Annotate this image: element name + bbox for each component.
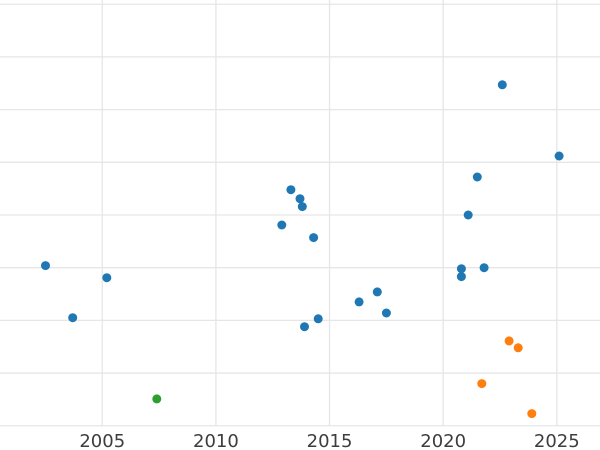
blue-series-point bbox=[286, 185, 296, 195]
x-tick-label: 2015 bbox=[307, 431, 353, 450]
blue-series-point bbox=[372, 287, 382, 297]
blue-series-point bbox=[456, 264, 466, 274]
orange-series-point bbox=[504, 336, 514, 346]
x-tick-label: 2010 bbox=[193, 431, 239, 450]
blue-series-point bbox=[381, 308, 391, 318]
blue-series-point bbox=[309, 233, 319, 243]
x-tick-label: 2025 bbox=[534, 431, 580, 450]
vertical-gridlines bbox=[101, 0, 558, 426]
orange-series-point bbox=[477, 379, 487, 389]
blue-series-point bbox=[300, 322, 309, 332]
blue-series-point bbox=[497, 80, 507, 90]
data-points bbox=[41, 80, 564, 419]
blue-series-point bbox=[354, 297, 364, 307]
blue-series-point bbox=[456, 272, 466, 282]
blue-series-point bbox=[295, 194, 305, 204]
blue-series-point bbox=[472, 172, 482, 182]
blue-series-point bbox=[102, 273, 112, 283]
blue-series-point bbox=[479, 263, 489, 273]
blue-series-point bbox=[297, 202, 307, 212]
x-axis-tick-labels: 2005 2010 2015 2020 2025 bbox=[79, 431, 579, 450]
blue-series-point bbox=[41, 261, 50, 271]
blue-series-point bbox=[313, 314, 323, 324]
horizontal-gridlines bbox=[0, 3, 600, 427]
green-series-point bbox=[152, 394, 162, 404]
blue-series-point bbox=[68, 313, 78, 323]
orange-series-point bbox=[527, 409, 537, 419]
x-tick-label: 2005 bbox=[79, 431, 125, 450]
orange-series-point bbox=[513, 343, 523, 353]
blue-series-point bbox=[554, 151, 564, 161]
x-tick-label: 2020 bbox=[420, 431, 466, 450]
blue-series-point bbox=[277, 220, 287, 230]
blue-series-point bbox=[463, 210, 473, 220]
